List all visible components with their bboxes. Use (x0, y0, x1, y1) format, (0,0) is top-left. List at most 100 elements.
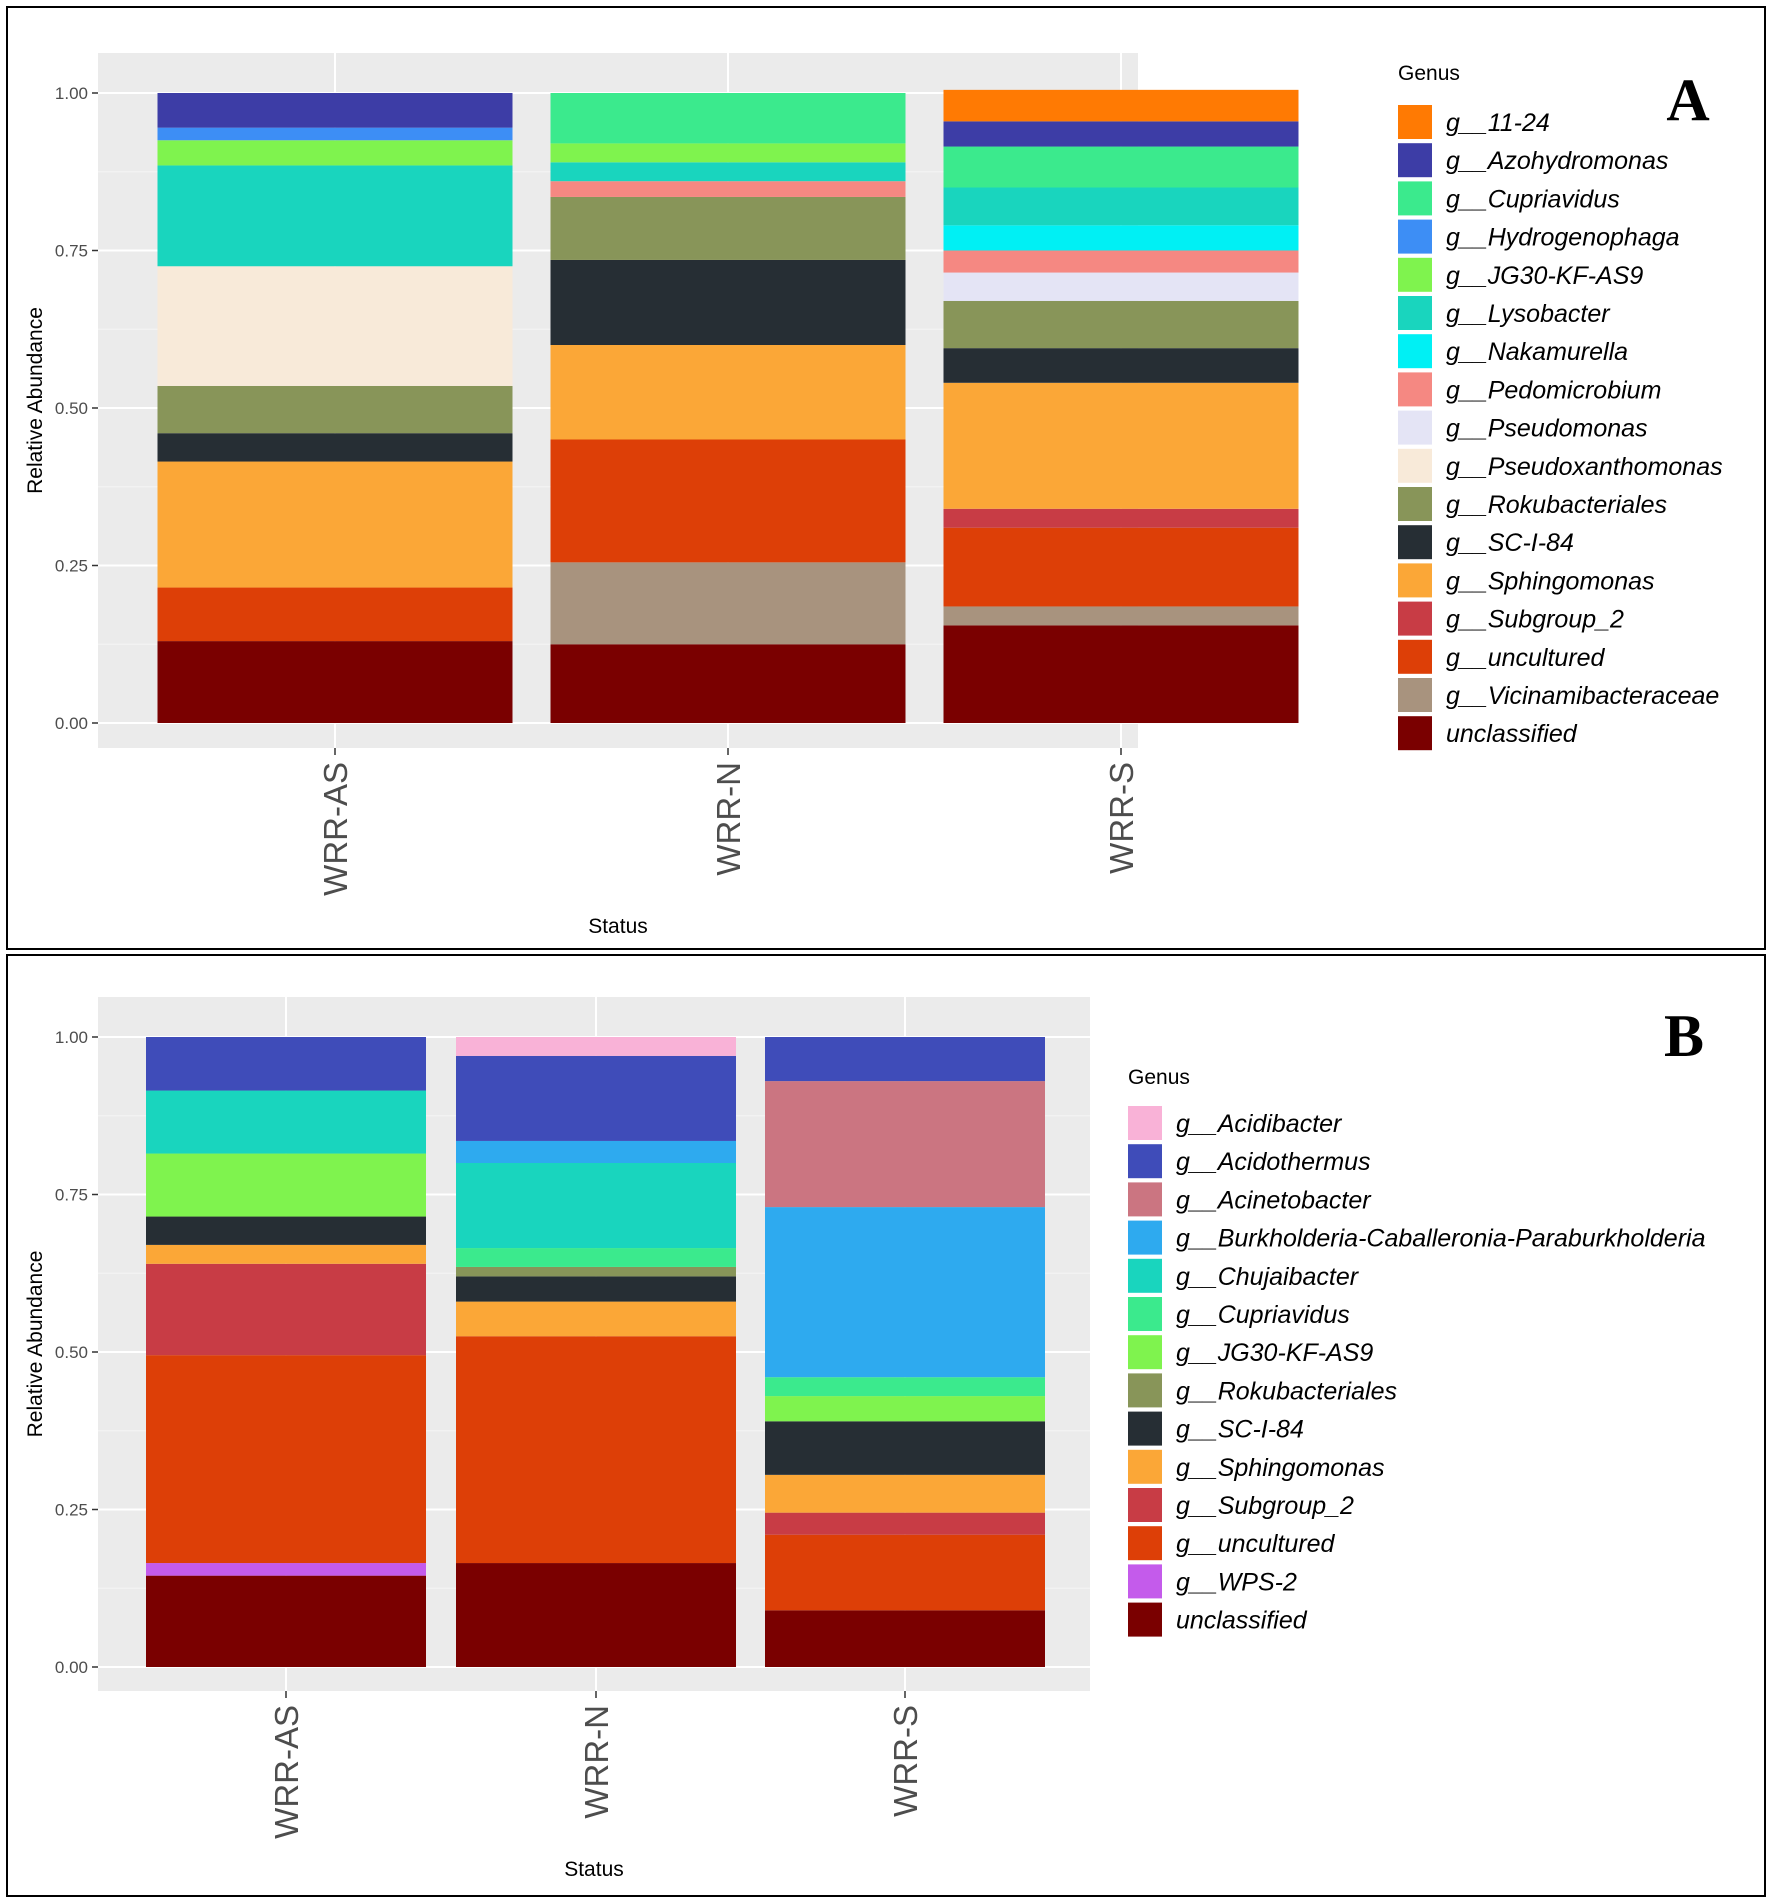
chart-a-bar-wrr-s-g-subgroup-2 (943, 508, 1299, 528)
chart-a-bar-wrr-as-g-lysobacter (157, 165, 513, 267)
chart-a-legend-label-g-azohydromonas: g__Azohydromonas (1446, 147, 1668, 175)
chart-b-legend-label-g-cupriavidus: g__Cupriavidus (1176, 1301, 1350, 1329)
chart-b-legend-swatch-g-sphingomonas (1128, 1449, 1162, 1484)
chart-b-bar-wrr-s-g-subgroup-2 (765, 1512, 1045, 1535)
chart-b-bar-wrr-s-g-acidothermus (765, 1037, 1045, 1082)
chart-a-category-label-wrr-s: WRR-S (1103, 762, 1140, 874)
chart-a-bar-wrr-s-g-lysobacter (943, 187, 1299, 226)
chart-a-bar-wrr-s-g-rokubacteriales (943, 300, 1299, 349)
chart-a-legend-swatch-g-lysobacter (1398, 296, 1432, 330)
chart-b-bar-wrr-s-g-sc-i-84 (765, 1421, 1045, 1475)
chart-b-legend-swatch-g-rokubacteriales (1128, 1373, 1162, 1408)
chart-a-bar-wrr-as-g-azohydromonas (157, 93, 513, 128)
chart-a-legend-swatch-g-sc-i-84 (1398, 525, 1432, 560)
chart-b-legend-swatch-g-sc-i-84 (1128, 1411, 1162, 1446)
chart-a-bar-wrr-as-g-rokubacteriales (157, 385, 513, 434)
chart-a-bar-wrr-n-unclassified (550, 644, 906, 723)
chart-b-category-label-wrr-s: WRR-S (887, 1705, 924, 1817)
chart-a-legend-label-g-sphingomonas: g__Sphingomonas (1446, 567, 1655, 595)
chart-b-bar-wrr-n-g-burkholderia-caballeronia-paraburkholderia (456, 1140, 736, 1163)
chart-a-legend-swatch-g-azohydromonas (1398, 143, 1432, 178)
chart-a-bar-wrr-as-g-sphingomonas (157, 461, 513, 588)
chart-a-legend-swatch-g-pedomicrobium (1398, 372, 1432, 407)
chart-b-bar-wrr-n-g-rokubacteriales (456, 1266, 736, 1277)
chart-b-bar-wrr-as-g-uncultured (146, 1355, 426, 1564)
chart-b-legend-swatch-g-jg30-kf-as9 (1128, 1335, 1162, 1370)
chart-b-y-tick-label: 0.00 (55, 1658, 88, 1677)
chart-a-legend-label-g-cupriavidus: g__Cupriavidus (1446, 185, 1620, 213)
chart-a-bar-wrr-n-g-sc-i-84 (550, 259, 906, 345)
chart-b-legend-label-g-chujaibacter: g__Chujaibacter (1176, 1263, 1360, 1291)
chart-b-legend-swatch-g-acidothermus (1128, 1144, 1162, 1179)
chart-b-legend-swatch-g-chujaibacter (1128, 1258, 1162, 1293)
chart-a-legend-label-g-hydrogenophaga: g__Hydrogenophaga (1446, 224, 1680, 252)
chart-b-legend-label-g-rokubacteriales: g__Rokubacteriales (1176, 1377, 1397, 1405)
chart-a-legend-label-g-subgroup-2: g__Subgroup_2 (1446, 606, 1624, 634)
chart-b-bar-wrr-n-unclassified (456, 1563, 736, 1667)
chart-b-legend-label-g-uncultured: g__uncultured (1176, 1530, 1336, 1558)
chart-b-bar-wrr-s-g-burkholderia-caballeronia-paraburkholderia (765, 1207, 1045, 1378)
chart-b-bar-wrr-s-g-jg30-kf-as9 (765, 1396, 1045, 1422)
chart-b-legend-swatch-g-acinetobacter (1128, 1182, 1162, 1217)
chart-a-legend-swatch-g-rokubacteriales (1398, 487, 1432, 521)
chart-b-legend-swatch-unclassified (1128, 1602, 1162, 1637)
chart-a-category-label-wrr-as: WRR-AS (317, 762, 354, 896)
chart-a-bar-wrr-n-g-lysobacter (550, 162, 906, 182)
chart-a-legend-swatch-g-nakamurella (1398, 334, 1432, 369)
chart-b-category-label-wrr-as: WRR-AS (268, 1705, 305, 1839)
chart-a-y-tick-label: 0.50 (55, 399, 88, 418)
chart-b-bar-wrr-as-unclassified (146, 1575, 426, 1667)
chart-b-legend-label-g-sphingomonas: g__Sphingomonas (1176, 1454, 1385, 1482)
chart-a-y-axis-title: Relative Abundance (24, 307, 47, 494)
chart-b-legend-label-g-subgroup-2: g__Subgroup_2 (1176, 1492, 1354, 1520)
chart-b-legend-label-g-jg30-kf-as9: g__JG30-KF-AS9 (1176, 1339, 1373, 1367)
chart-a-bar-wrr-s-g-uncultured (943, 527, 1299, 607)
chart-b-legend-label-g-burkholderia-caballeronia-paraburkholderia: g__Burkholderia-Caballeronia-Paraburkhol… (1176, 1225, 1706, 1253)
chart-a-legend-swatch-g-jg30-kf-as9 (1398, 257, 1432, 292)
chart-b-bar-wrr-s-g-sphingomonas (765, 1474, 1045, 1513)
chart-b-x-axis-title: Status (564, 1858, 624, 1881)
chart-a-bar-wrr-as-g-hydrogenophaga (157, 127, 513, 141)
chart-b-svg: 0.00 0.25 0.50 0.75 1.00 WRR-AS WRR-N WRR-S Rela… (24, 997, 1706, 1881)
chart-a-legend-swatch-g-pseudomonas (1398, 410, 1432, 445)
chart-b-bar-wrr-as-g-acidothermus (146, 1037, 426, 1091)
chart-a-legend-label-g-rokubacteriales: g__Rokubacteriales (1446, 491, 1667, 519)
chart-a-svg: 0.00 0.25 0.50 0.75 1.00 WRR-AS WRR-N WRR-S Rela… (24, 53, 1723, 938)
chart-a-y-tick-label: 0.25 (55, 557, 88, 576)
chart-a-legend-swatch-g-pseudoxanthomonas (1398, 448, 1432, 483)
chart-b-legend-label-g-sc-i-84: g__SC-I-84 (1176, 1416, 1304, 1444)
chart-b-bar-wrr-n-g-sphingomonas (456, 1301, 736, 1337)
chart-a-legend-swatch-g-hydrogenophaga (1398, 219, 1432, 254)
chart-a-legend-label-g-pedomicrobium: g__Pedomicrobium (1446, 376, 1661, 404)
chart-a-legend-label-g-11-24: g__11-24 (1446, 109, 1550, 137)
chart-a-bar-wrr-s-g-pseudomonas (943, 272, 1299, 301)
chart-a-legend-label-g-uncultured: g__uncultured (1446, 644, 1606, 672)
chart-a-bar-wrr-s-g-pedomicrobium (943, 250, 1299, 273)
chart-b-legend-label-g-wps-2: g__WPS-2 (1176, 1568, 1297, 1596)
chart-a-bar-wrr-as-g-pseudoxanthomonas (157, 266, 513, 386)
chart-a-bar-wrr-s-g-nakamurella (943, 225, 1299, 251)
chart-a-bar-wrr-s-g-11-24 (943, 89, 1299, 122)
chart-a-legend-swatch-unclassified (1398, 716, 1432, 751)
chart-b-bar-wrr-n-g-cupriavidus (456, 1248, 736, 1267)
chart-a-legend-label-g-vicinamibacteraceae: g__Vicinamibacteraceae (1446, 682, 1719, 710)
chart-a-y-tick-label: 0.00 (55, 714, 88, 733)
chart-a-bar-wrr-n-g-sphingomonas (550, 345, 906, 440)
chart-b-panel-letter: B (1664, 1003, 1704, 1069)
chart-b-bar-wrr-n-g-acidibacter (456, 1037, 736, 1056)
chart-b-bar-wrr-s-g-uncultured (765, 1534, 1045, 1611)
chart-a-category-label-wrr-n: WRR-N (710, 762, 747, 876)
chart-b-legend-swatch-g-uncultured (1128, 1526, 1162, 1561)
chart-b-legend-swatch-g-acidibacter (1128, 1106, 1162, 1140)
chart-a-legend-swatch-g-uncultured (1398, 639, 1432, 674)
chart-b-bar-wrr-as-g-jg30-kf-as9 (146, 1153, 426, 1217)
chart-a-x-axis-title: Status (588, 915, 648, 938)
chart-b-bar-wrr-as-g-sphingomonas (146, 1244, 426, 1264)
chart-b-bar-wrr-as-g-wps-2 (146, 1563, 426, 1576)
chart-b-legend-label-g-acidibacter: g__Acidibacter (1176, 1110, 1343, 1138)
chart-a-bar-wrr-n-g-uncultured (550, 439, 906, 563)
chart-b-bar-wrr-s-unclassified (765, 1610, 1045, 1667)
chart-a-bar-wrr-as-g-uncultured (157, 587, 513, 642)
chart-a-y-tick-label: 0.75 (55, 242, 88, 261)
chart-b-legend-label-unclassified: unclassified (1176, 1607, 1308, 1635)
